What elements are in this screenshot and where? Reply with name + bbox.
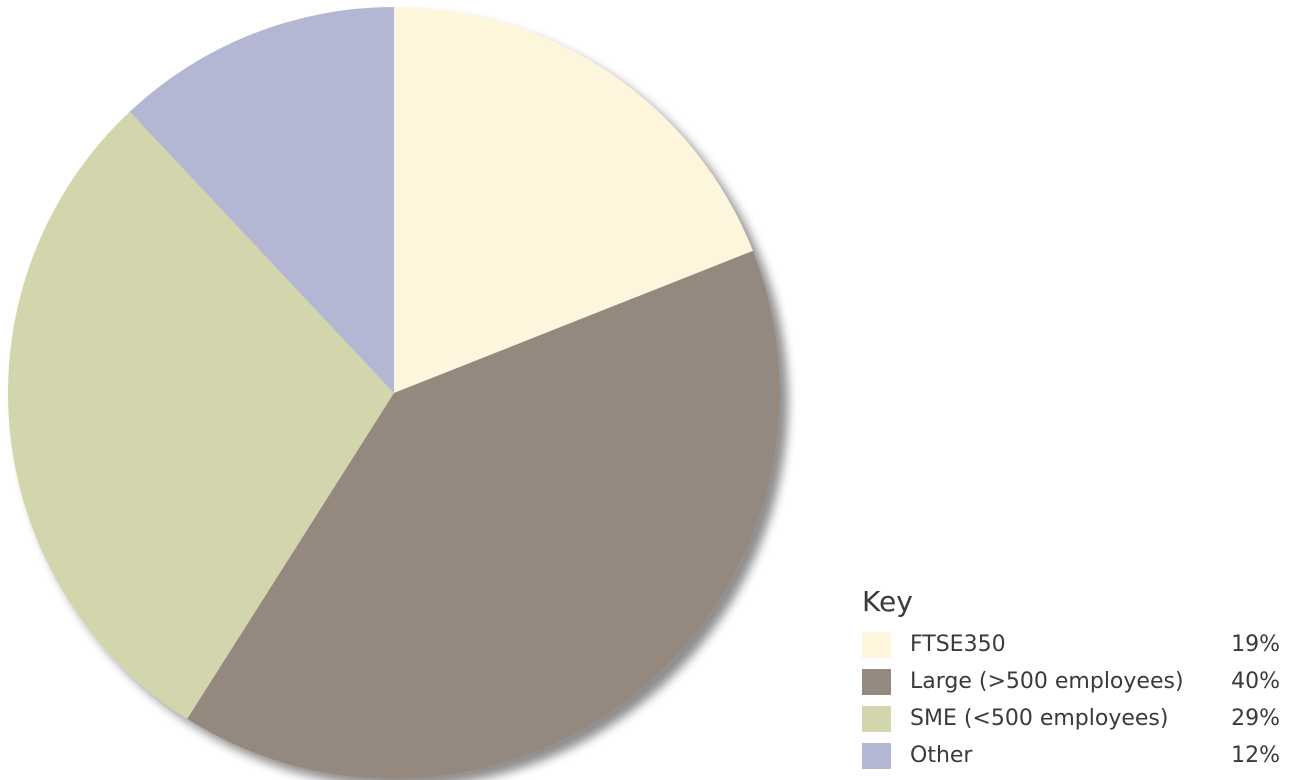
pie-chart	[7, 7, 781, 779]
legend-item-sme: SME (<500 employees) 29%	[862, 704, 1282, 734]
legend-swatch-ftse350	[862, 632, 891, 658]
legend-label-other: Other	[910, 743, 973, 768]
legend-swatch-large	[862, 669, 891, 695]
legend-item-large: Large (>500 employees) 40%	[862, 667, 1282, 697]
legend-swatch-other	[862, 743, 891, 769]
legend-value-sme: 29%	[1231, 706, 1280, 731]
legend-value-other: 12%	[1231, 743, 1280, 768]
pie-slice-other	[129, 7, 394, 393]
legend-value-ftse350: 19%	[1231, 632, 1280, 657]
legend-item-other: Other 12%	[862, 741, 1282, 771]
legend-label-ftse350: FTSE350	[910, 632, 1006, 657]
pie-slices	[7, 7, 781, 779]
legend-value-large: 40%	[1231, 669, 1280, 694]
legend-swatch-sme	[862, 706, 891, 732]
pie-slice-large	[187, 250, 781, 779]
pie-slice-ftse350	[394, 7, 753, 393]
legend-label-large: Large (>500 employees)	[910, 669, 1184, 694]
pie-slice-sme	[7, 111, 394, 719]
legend-item-ftse350: FTSE350 19%	[862, 630, 1282, 660]
legend-label-sme: SME (<500 employees)	[910, 706, 1169, 731]
legend-title: Key	[862, 585, 913, 618]
